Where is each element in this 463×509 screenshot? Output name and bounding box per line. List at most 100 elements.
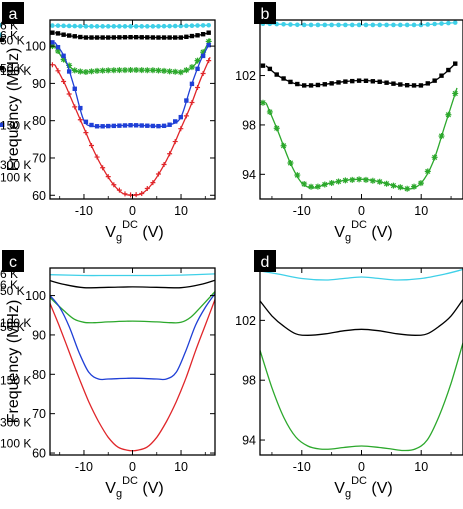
data-point: [335, 178, 342, 185]
data-point: [144, 186, 150, 192]
x-tick-label: 0: [358, 204, 365, 218]
data-point: [106, 123, 111, 129]
data-point: [72, 23, 78, 29]
data-point: [55, 68, 61, 74]
data-point: [195, 23, 200, 28]
data-point: [349, 176, 356, 183]
data-point: [383, 180, 390, 187]
data-point: [418, 83, 424, 88]
x-axis-label-main: V: [334, 480, 345, 497]
data-point: [200, 23, 206, 28]
data-point: [173, 119, 178, 124]
y-tick-label: 60: [32, 447, 46, 461]
series-line-4: [50, 299, 215, 452]
data-point: [105, 24, 111, 29]
data-point: [128, 34, 133, 40]
data-point: [117, 24, 122, 29]
data-point: [195, 66, 200, 72]
data-point: [133, 35, 139, 40]
y-tick-label: 98: [242, 118, 256, 132]
legend-label: 100 K: [0, 64, 31, 78]
data-point: [206, 42, 211, 48]
data-point: [273, 125, 280, 132]
data-point: [336, 80, 341, 85]
x-tick-label: -10: [75, 460, 93, 474]
data-point: [377, 79, 382, 84]
data-point: [200, 53, 206, 59]
data-point: [189, 33, 195, 39]
data-point: [72, 34, 77, 39]
data-point: [411, 83, 417, 88]
data-point: [139, 123, 144, 128]
data-point: [72, 104, 78, 110]
data-point: [167, 122, 172, 127]
data-point: [166, 68, 173, 75]
data-point: [167, 35, 172, 40]
x-axis-label-sup: DC: [122, 219, 138, 231]
x-axis-label-sup: DC: [351, 219, 367, 231]
data-point: [145, 123, 150, 128]
data-point: [446, 20, 451, 26]
data-point: [384, 80, 389, 85]
x-axis-label-sub: g: [345, 488, 351, 500]
data-point: [376, 178, 383, 185]
x-axis-label-main: V: [334, 224, 345, 241]
x-axis-label: VgDC (V): [334, 219, 392, 244]
data-point: [66, 33, 72, 38]
data-point: [100, 24, 105, 29]
series-group: [260, 268, 463, 452]
data-point: [343, 22, 348, 28]
data-point: [439, 73, 444, 78]
y-tick-label: 94: [242, 434, 256, 448]
data-point: [88, 68, 95, 75]
data-point: [267, 66, 273, 72]
data-point: [121, 67, 128, 74]
data-point: [66, 69, 72, 74]
series-group: [50, 22, 212, 198]
data-point: [308, 22, 314, 28]
data-point: [411, 183, 418, 190]
data-point: [417, 180, 424, 187]
data-point: [89, 122, 94, 128]
data-point: [61, 53, 66, 58]
data-point: [94, 24, 100, 29]
data-point: [167, 151, 173, 157]
data-point: [446, 67, 451, 73]
panel-label: d: [261, 254, 270, 271]
data-point: [122, 35, 128, 40]
data-point: [391, 81, 396, 86]
y-tick-label: 70: [32, 151, 46, 165]
data-point: [189, 81, 195, 87]
plot-frame: [49, 267, 216, 456]
y-tick-label: 90: [32, 77, 46, 91]
data-point: [294, 172, 301, 179]
data-point: [398, 22, 403, 28]
data-point: [72, 86, 77, 92]
panel-label-box: [254, 250, 276, 272]
series-line-0: [260, 268, 463, 281]
data-point: [362, 176, 369, 183]
data-point: [117, 123, 122, 128]
data-point: [89, 24, 94, 29]
data-point: [184, 34, 189, 40]
data-point: [150, 24, 156, 29]
data-point: [206, 22, 211, 28]
data-point: [83, 35, 89, 40]
data-point: [287, 160, 294, 167]
panel-label: a: [9, 6, 18, 23]
data-point: [342, 177, 349, 184]
x-tick-label: 10: [174, 204, 188, 218]
legend-marker: [0, 65, 5, 71]
data-point: [206, 58, 212, 64]
data-point: [61, 79, 67, 85]
data-point: [431, 154, 438, 161]
data-point: [127, 67, 134, 74]
x-tick-label: -10: [293, 204, 311, 218]
data-point: [260, 63, 266, 68]
data-point: [94, 124, 100, 129]
y-tick-label: 100: [25, 40, 46, 54]
data-point: [274, 72, 279, 77]
legend-label: 100 K: [0, 170, 31, 184]
data-point: [295, 22, 300, 28]
y-tick-label: 90: [32, 328, 46, 342]
